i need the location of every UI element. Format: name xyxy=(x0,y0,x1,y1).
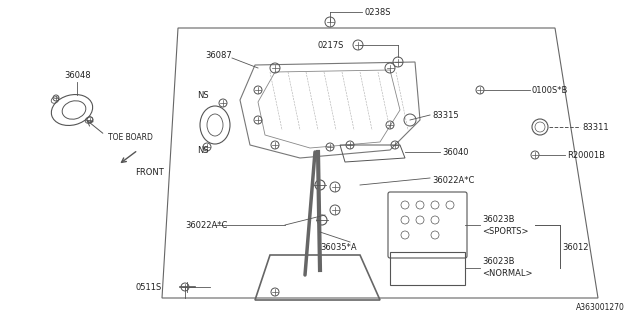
Text: <SPORTS>: <SPORTS> xyxy=(482,228,529,236)
Text: 36023B: 36023B xyxy=(482,215,515,225)
Text: 36035*A: 36035*A xyxy=(320,243,356,252)
Text: 0511S: 0511S xyxy=(136,283,162,292)
Text: NS: NS xyxy=(197,91,209,100)
Text: 36023B: 36023B xyxy=(482,258,515,267)
Text: 83315: 83315 xyxy=(432,110,459,119)
Text: NS: NS xyxy=(197,146,209,155)
Text: 36087: 36087 xyxy=(205,51,232,60)
Text: 83311: 83311 xyxy=(582,123,609,132)
Text: 36040: 36040 xyxy=(442,148,468,156)
Text: R20001B: R20001B xyxy=(567,150,605,159)
Text: TOE BOARD: TOE BOARD xyxy=(108,132,153,141)
Text: A363001270: A363001270 xyxy=(576,303,625,312)
Text: 36048: 36048 xyxy=(64,70,91,79)
Text: FRONT: FRONT xyxy=(135,167,164,177)
Text: 36012: 36012 xyxy=(562,243,589,252)
Text: 0238S: 0238S xyxy=(364,7,390,17)
Text: 0217S: 0217S xyxy=(317,41,344,50)
Text: 36022A*C: 36022A*C xyxy=(432,175,474,185)
Text: <NORMAL>: <NORMAL> xyxy=(482,269,532,278)
Text: 36022A*C: 36022A*C xyxy=(185,220,227,229)
Text: 0100S*B: 0100S*B xyxy=(532,85,568,94)
